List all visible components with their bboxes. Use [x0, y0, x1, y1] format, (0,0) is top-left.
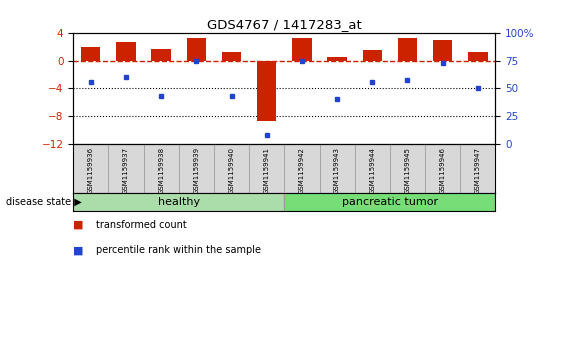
- Bar: [390, 144, 425, 193]
- Bar: [355, 144, 390, 193]
- Bar: [328, 57, 347, 61]
- Text: ■: ■: [73, 245, 84, 256]
- Bar: [249, 144, 284, 193]
- Bar: [108, 144, 144, 193]
- Title: GDS4767 / 1417283_at: GDS4767 / 1417283_at: [207, 19, 361, 32]
- Bar: [214, 144, 249, 193]
- Text: transformed count: transformed count: [96, 220, 186, 230]
- Bar: [461, 144, 495, 193]
- Bar: [144, 144, 179, 193]
- Bar: [284, 193, 495, 211]
- Bar: [81, 46, 100, 61]
- Text: GSM1159936: GSM1159936: [88, 147, 94, 194]
- Bar: [433, 40, 452, 61]
- Bar: [284, 144, 320, 193]
- Bar: [257, 61, 276, 121]
- Bar: [73, 193, 284, 211]
- Bar: [179, 144, 214, 193]
- Bar: [187, 37, 206, 61]
- Text: ■: ■: [73, 220, 84, 230]
- Text: percentile rank within the sample: percentile rank within the sample: [96, 245, 261, 256]
- Bar: [117, 42, 136, 61]
- Text: GSM1159938: GSM1159938: [158, 147, 164, 194]
- Text: pancreatic tumor: pancreatic tumor: [342, 197, 438, 207]
- Text: GSM1159941: GSM1159941: [263, 147, 270, 194]
- Text: GSM1159937: GSM1159937: [123, 147, 129, 194]
- Bar: [222, 52, 241, 61]
- Text: healthy: healthy: [158, 197, 200, 207]
- Bar: [425, 144, 461, 193]
- Bar: [363, 50, 382, 61]
- Text: GSM1159942: GSM1159942: [299, 147, 305, 194]
- Bar: [320, 144, 355, 193]
- Bar: [151, 49, 171, 61]
- Text: GSM1159947: GSM1159947: [475, 147, 481, 194]
- Text: GSM1159943: GSM1159943: [334, 147, 340, 194]
- Text: GSM1159944: GSM1159944: [369, 147, 376, 194]
- Text: GSM1159946: GSM1159946: [440, 147, 446, 194]
- Text: disease state ▶: disease state ▶: [6, 197, 82, 207]
- Text: GSM1159939: GSM1159939: [193, 147, 199, 194]
- Bar: [292, 37, 311, 61]
- Bar: [73, 144, 108, 193]
- Bar: [468, 52, 488, 61]
- Text: GSM1159945: GSM1159945: [404, 147, 410, 194]
- Bar: [398, 37, 417, 61]
- Text: GSM1159940: GSM1159940: [229, 147, 235, 194]
